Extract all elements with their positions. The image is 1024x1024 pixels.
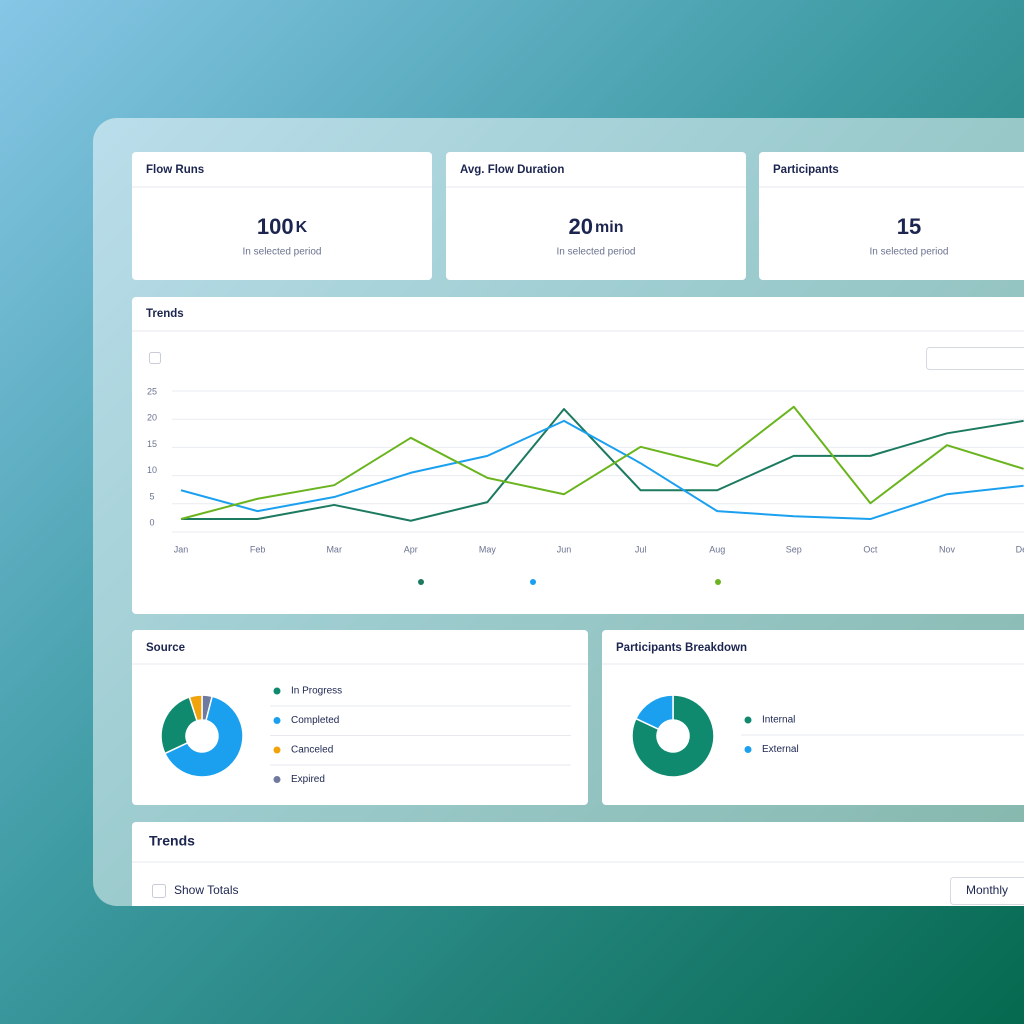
x-tick-label: Aug [709, 544, 725, 554]
y-tick-label: 10 [147, 465, 157, 475]
donut-slice [163, 695, 244, 778]
stat-number: 15 [897, 214, 921, 239]
legend-dot [715, 579, 721, 585]
legend-dot [744, 746, 752, 753]
x-tick-label: Sep [786, 544, 802, 554]
checkbox-label[interactable]: Show Totals [174, 883, 238, 897]
donut-slice [160, 696, 199, 755]
stat-value: 15 [897, 214, 921, 239]
stat-card [759, 152, 1024, 280]
stat-value: 100 K [257, 214, 308, 239]
card [132, 630, 588, 805]
x-tick-label: Nov [939, 544, 956, 554]
line-series [180, 419, 1024, 521]
card-title: Trends [146, 308, 184, 320]
x-tick-label: Jan [174, 544, 189, 554]
legend-dot [418, 579, 424, 585]
x-tick-label: Mar [326, 544, 342, 554]
period-button[interactable] [950, 877, 1024, 905]
line-series [180, 405, 1024, 520]
donut-slice [631, 694, 715, 778]
legend-dot [530, 579, 536, 585]
stat-title: Participants [773, 164, 839, 176]
x-tick-label: Jun [557, 544, 572, 554]
x-tick-label: Oct [863, 544, 878, 554]
donut-slice [634, 694, 674, 731]
x-tick-label: Apr [404, 544, 418, 554]
legend-label: Canceled [291, 745, 333, 756]
stat-card [446, 152, 746, 280]
x-tick-label: Dec [1016, 544, 1024, 554]
stat-number: 20 [569, 214, 593, 239]
card [132, 297, 1024, 614]
panel: Trends Source Participants Breakdown Tre… [93, 118, 1024, 906]
legend-dot [273, 687, 281, 695]
legend-dot [273, 746, 281, 754]
y-tick-label: 15 [147, 439, 157, 449]
period-label[interactable]: Monthly [966, 883, 1008, 897]
checkbox[interactable] [152, 884, 166, 898]
stat-unit: min [595, 219, 623, 236]
x-tick-label: May [479, 544, 497, 554]
y-tick-label: 25 [147, 386, 157, 396]
stat-value: 20 min [569, 214, 624, 239]
card-title: Participants Breakdown [616, 642, 747, 654]
legend-dot [744, 716, 752, 724]
legend-dot [273, 776, 281, 783]
y-tick-label: 20 [147, 413, 157, 423]
y-tick-label: 0 [149, 518, 154, 528]
legend-label: Expired [291, 774, 325, 785]
legend-label: Internal [762, 715, 795, 726]
legend-label: External [762, 744, 799, 755]
stat-title: Flow Runs [146, 164, 204, 176]
select[interactable] [926, 347, 1024, 370]
checkbox[interactable] [149, 352, 161, 364]
stat-unit: K [296, 219, 308, 236]
card [132, 822, 1024, 906]
card-title: Source [146, 642, 185, 654]
card-title: Trends [149, 833, 195, 849]
stat-title: Avg. Flow Duration [460, 164, 564, 176]
line-series [181, 408, 1024, 522]
legend-dot [273, 717, 281, 724]
y-tick-label: 5 [149, 491, 154, 501]
x-tick-label: Feb [250, 544, 266, 554]
legend-label: Completed [291, 715, 339, 726]
legend-label: In Progress [291, 686, 342, 697]
x-tick-label: Jul [635, 544, 647, 554]
stat-note: In selected period [557, 247, 636, 258]
stat-note: In selected period [243, 247, 322, 258]
stat-note: In selected period [870, 247, 949, 258]
card [602, 630, 1024, 805]
stat-number: 100 [257, 214, 294, 239]
donut-slice [188, 694, 203, 722]
stat-card [132, 152, 432, 280]
